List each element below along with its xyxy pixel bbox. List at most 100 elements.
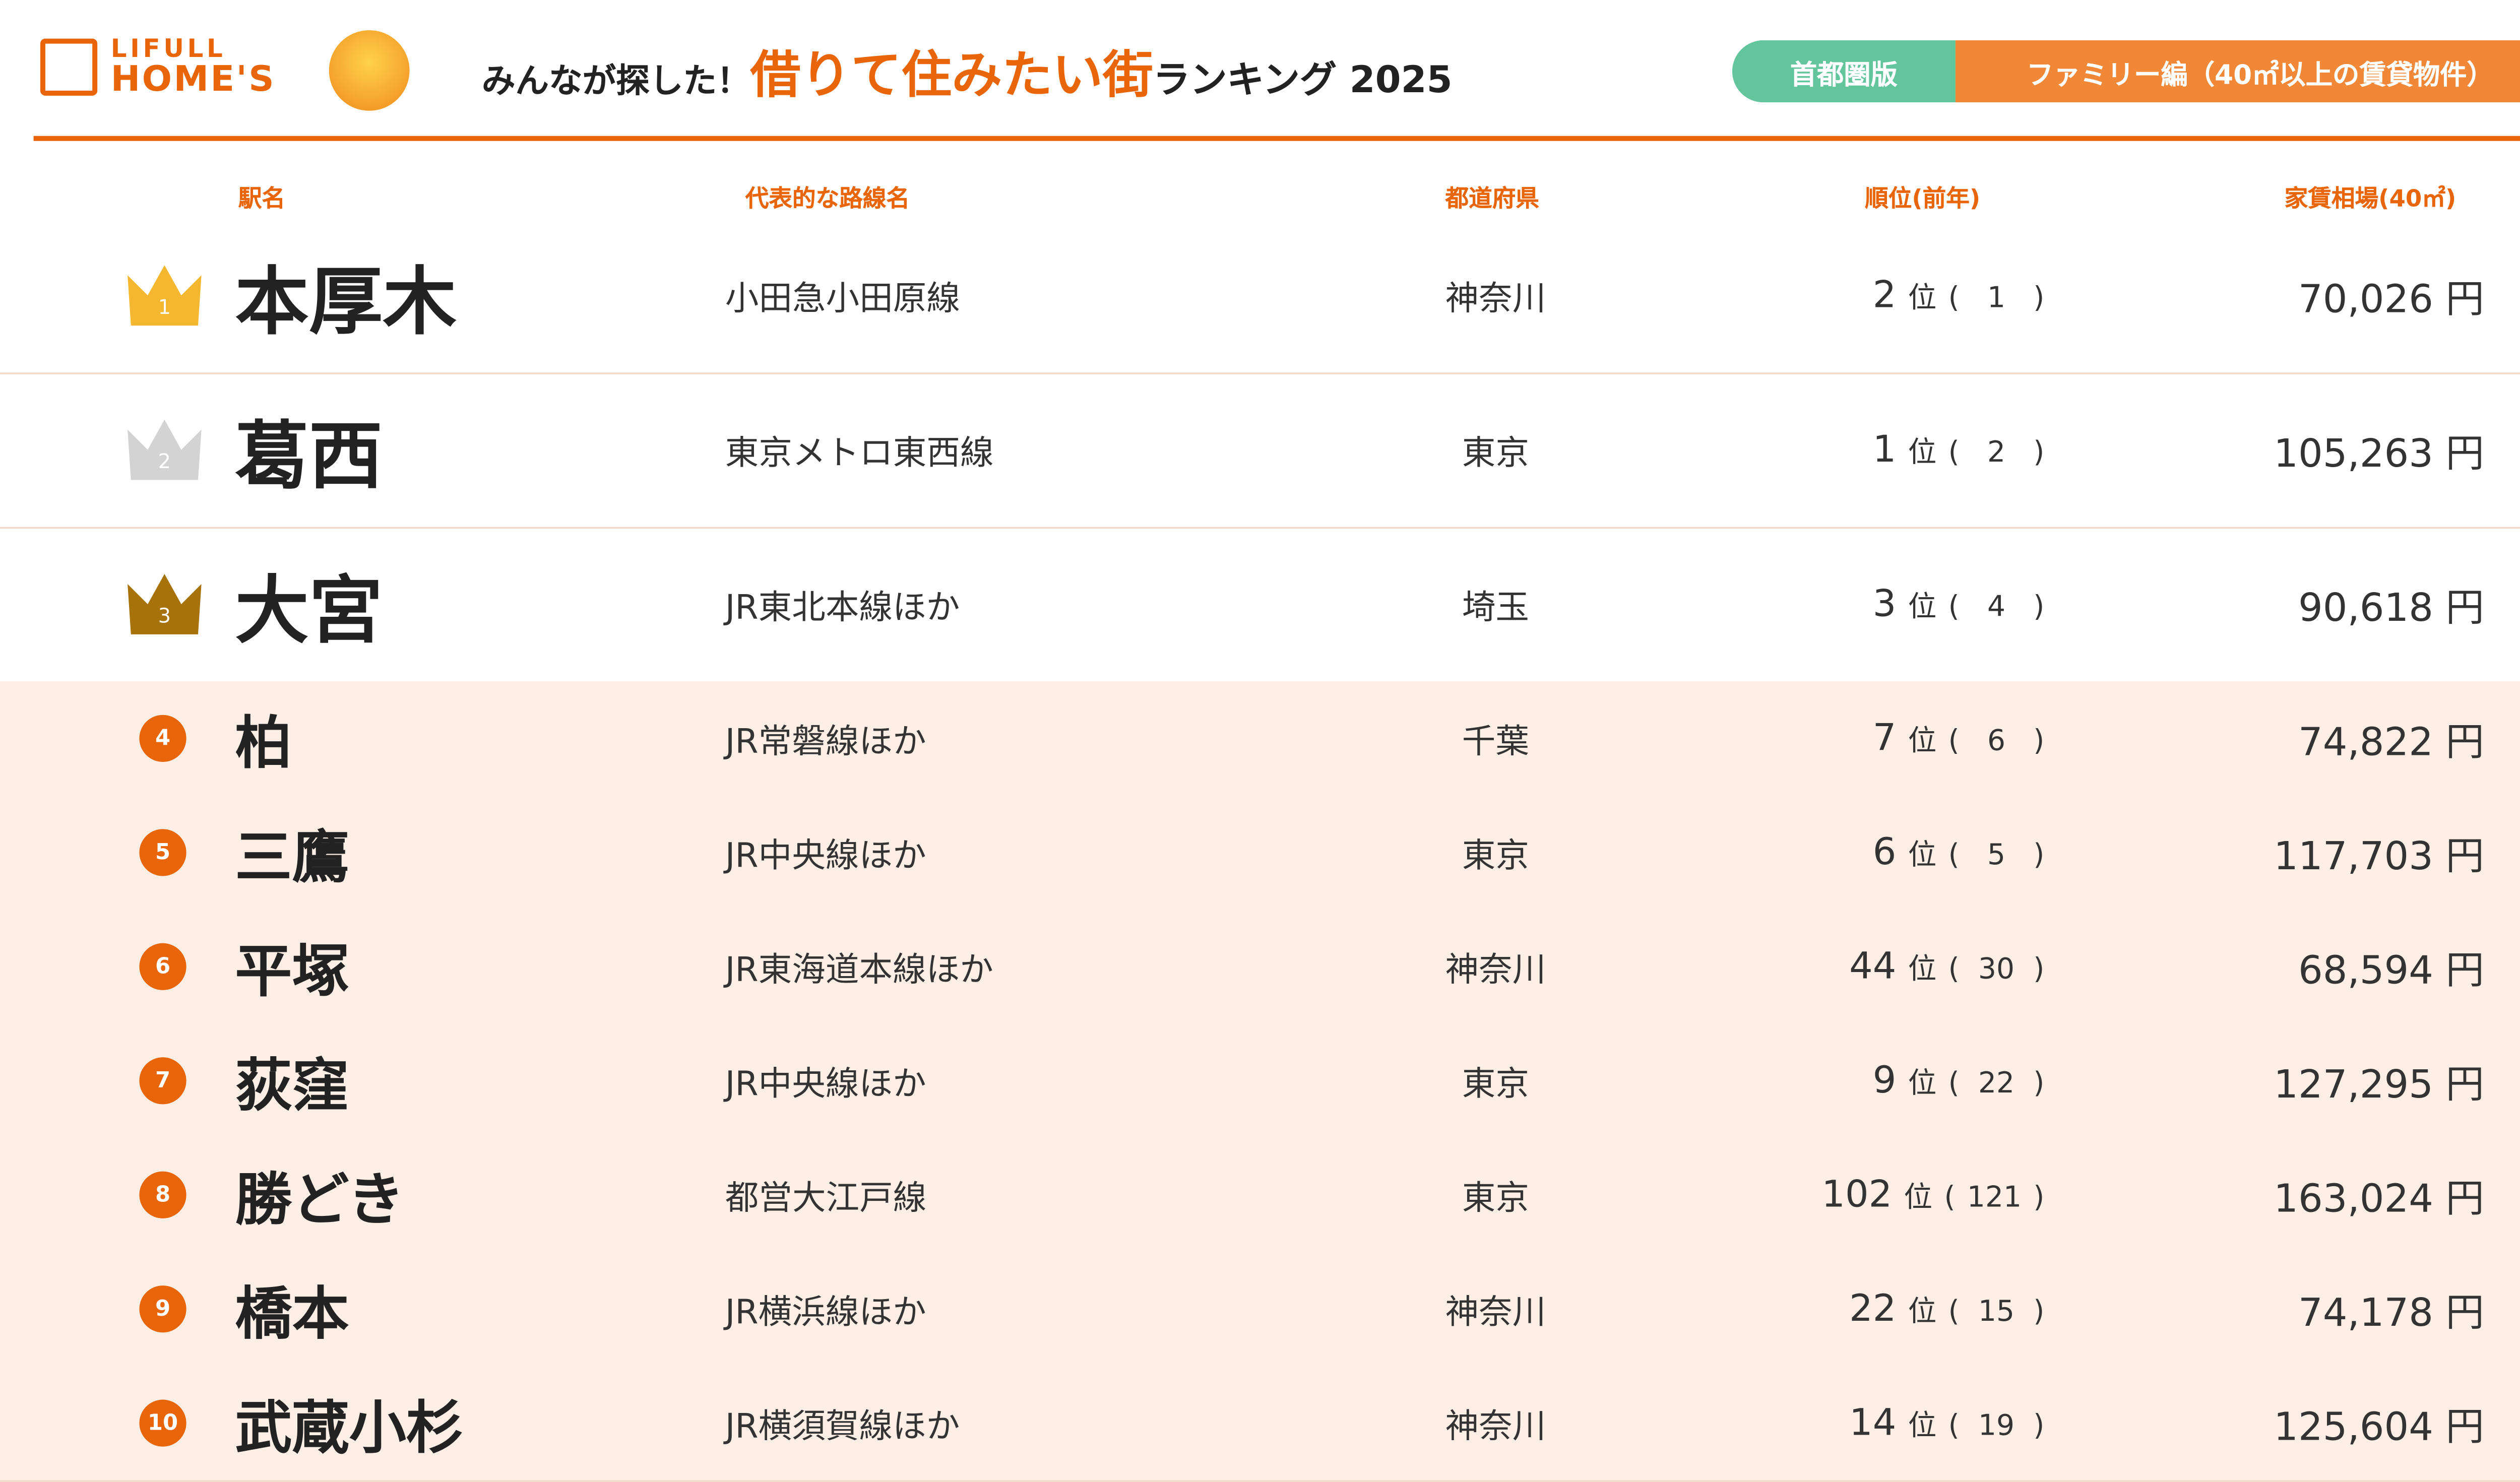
rent: 117,703 円 [2274, 824, 2484, 881]
house-icon [40, 38, 98, 96]
paren-close: ) [2033, 1409, 2045, 1444]
paren-open: ( [1948, 1409, 1960, 1444]
rank-info: 1 位 ( 2 ) [1873, 428, 2045, 472]
paren-open: ( [1948, 282, 1960, 316]
category-tags: 首都圏版 ファミリー編（40㎡以上の賃貸物件） [1732, 40, 2520, 103]
rent: 68,594 円 [2298, 938, 2484, 995]
current-rank: 9 [1872, 1060, 1897, 1103]
yen-unit: 円 [2445, 1064, 2484, 1108]
table-row: 10 武蔵小杉 JR横須賀線ほか 神奈川 14 位 ( 19 ) 125,604 円 [0, 1366, 2520, 1482]
paren-close: ) [2033, 839, 2045, 873]
paren-close: ) [2033, 953, 2045, 987]
header-prefecture: 都道府県 [1445, 186, 1539, 213]
previous-rank: 19 [1978, 1409, 2015, 1444]
page-title: みんなが探した！借りて住みたい街ランキング 2025 [482, 34, 1453, 108]
rent: 105,263 円 [2274, 421, 2484, 478]
paren-close: ) [2033, 282, 2045, 316]
table-row: 7 荻窪 JR中央線ほか 東京 9 位 ( 22 ) 127,295 円 [0, 1023, 2520, 1140]
previous-rank: 4 [1987, 591, 2006, 624]
station-name: 葛西 [235, 414, 383, 500]
prefecture: 東京 [1462, 1063, 1529, 1104]
yen-unit: 円 [2445, 1178, 2484, 1222]
rent-value: 127,295 [2274, 1064, 2434, 1108]
previous-rank: 30 [1978, 953, 2015, 987]
train-line: JR中央線ほか [725, 1063, 926, 1104]
previous-rank: 6 [1987, 725, 2006, 759]
paren-open: ( [1948, 1296, 1960, 1329]
rank-badge: 10 [139, 1399, 186, 1447]
bronze-crown-icon: 3 [128, 573, 202, 634]
rank-info: 102 位 ( 121 ) [1821, 1173, 2045, 1216]
paren-open: ( [1948, 436, 1960, 470]
train-line: JR中央線ほか [725, 834, 926, 875]
header-rent: 家賃相場(40㎡) [2284, 186, 2456, 213]
logo-line2: HOME'S [110, 58, 276, 99]
paren-close: ) [2033, 1296, 2045, 1329]
rank-unit: 位 [1904, 1181, 1933, 1215]
prefecture: 神奈川 [1445, 949, 1546, 990]
divider [33, 136, 2520, 141]
rank-info: 2 位 ( 1 ) [1873, 274, 2045, 317]
table-row: 4 柏 JR常磐線ほか 千葉 7 位 ( 6 ) 74,822 円 [0, 681, 2520, 797]
region-tag: 首都圏版 [1732, 40, 1956, 103]
header-line: 代表的な路線名 [745, 186, 910, 213]
current-rank: 6 [1872, 832, 1897, 875]
rent-value: 74,178 [2298, 1292, 2434, 1336]
rank-info: 7 位 ( 6 ) [1873, 717, 2045, 760]
rent-value: 68,594 [2298, 950, 2434, 994]
rank-badge: 4 [139, 715, 186, 762]
current-rank: 2 [1872, 275, 1897, 317]
title-main: 借りて住みたい街 [750, 47, 1153, 106]
previous-rank: 121 [1967, 1181, 2022, 1215]
rank-unit: 位 [1908, 953, 1937, 987]
prefecture: 東京 [1462, 834, 1529, 875]
train-line: 東京メトロ東西線 [725, 432, 994, 473]
train-line: JR横浜線ほか [725, 1291, 926, 1332]
previous-rank: 15 [1978, 1296, 2015, 1329]
paren-close: ) [2033, 1181, 2045, 1215]
prefecture: 神奈川 [1445, 278, 1546, 318]
prefecture: 東京 [1462, 1177, 1529, 1218]
rent-value: 70,026 [2298, 278, 2434, 323]
rank-badge: 9 [139, 1285, 186, 1333]
rank-unit: 位 [1908, 1409, 1937, 1444]
rank-info: 9 位 ( 22 ) [1873, 1059, 2045, 1103]
rank-info: 22 位 ( 15 ) [1849, 1287, 2044, 1331]
train-line: JR横須賀線ほか [725, 1405, 960, 1446]
rank-badge: 7 [139, 1057, 186, 1105]
train-line: 小田急小田原線 [725, 278, 960, 318]
rank-info: 44 位 ( 30 ) [1849, 945, 2045, 989]
paren-close: ) [2033, 436, 2045, 470]
station-name: 三鷹 [235, 824, 349, 892]
current-rank: 44 [1849, 946, 1897, 989]
rent: 74,178 円 [2298, 1280, 2484, 1337]
paren-close: ) [2033, 591, 2045, 624]
rank-unit: 位 [1908, 282, 1937, 316]
rent: 74,822 円 [2298, 710, 2484, 767]
yen-unit: 円 [2445, 1406, 2484, 1450]
table-row: 3 大宮 JR東北本線ほか 埼玉 3 位 ( 4 ) 90,618 円 [0, 527, 2520, 683]
station-name: 荻窪 [235, 1053, 349, 1121]
rent-value: 90,618 [2298, 587, 2434, 631]
mascot-icon [329, 30, 410, 111]
station-name: 大宮 [235, 569, 383, 655]
station-name: 橋本 [235, 1281, 349, 1348]
train-line: 都営大江戸線 [725, 1177, 927, 1218]
rank-badge: 8 [139, 1171, 186, 1218]
rent: 125,604 円 [2274, 1395, 2484, 1452]
paren-open: ( [1944, 1181, 1956, 1215]
rank-unit: 位 [1908, 436, 1937, 470]
rank-badge: 6 [139, 943, 186, 990]
yen-unit: 円 [2445, 587, 2484, 631]
rent: 90,618 円 [2298, 575, 2484, 632]
current-rank: 7 [1872, 718, 1897, 760]
title-suffix: ランキング 2025 [1153, 60, 1453, 103]
prefecture: 神奈川 [1445, 1291, 1546, 1332]
yen-unit: 円 [2445, 950, 2484, 994]
yen-unit: 円 [2445, 722, 2484, 765]
paren-close: ) [2033, 725, 2045, 759]
paren-open: ( [1948, 725, 1960, 759]
previous-rank: 5 [1987, 839, 2006, 873]
rank-number: 3 [158, 605, 171, 628]
logo-line1: LIFULL [110, 33, 226, 64]
